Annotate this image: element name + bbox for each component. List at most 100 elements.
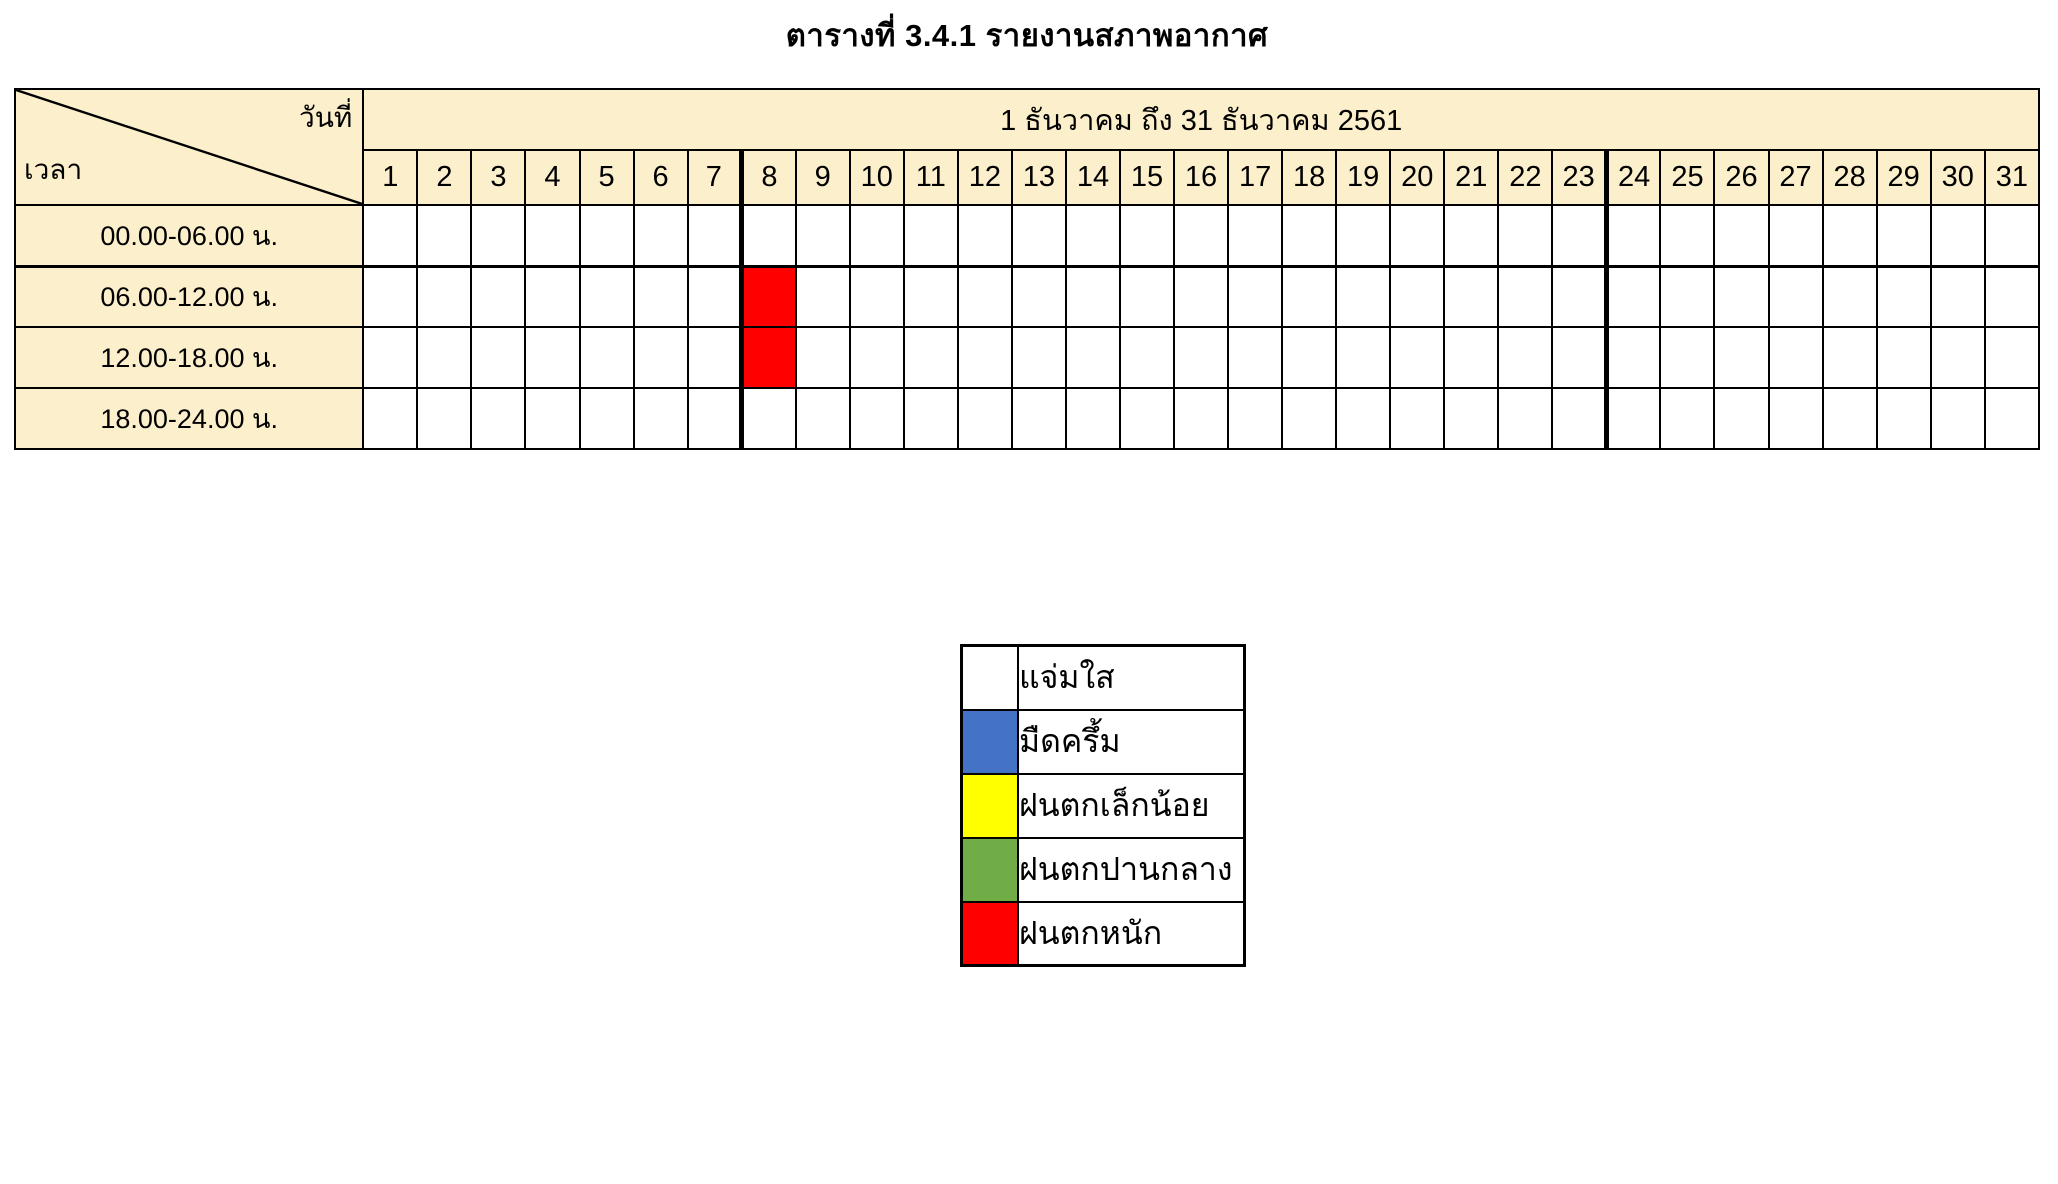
day-header: 2 [416, 149, 473, 206]
weather-cell [1767, 204, 1824, 267]
day-header: 10 [848, 149, 905, 206]
weather-cell [1281, 264, 1338, 328]
weather-cell [1983, 204, 2041, 267]
weather-cell [902, 204, 959, 267]
day-header: 25 [1659, 149, 1716, 206]
weather-cell [362, 387, 419, 450]
day-header: 11 [902, 149, 959, 206]
weather-cell [416, 326, 473, 389]
weather-cell [1767, 326, 1824, 389]
legend-label: มืดครึ้ม [1017, 708, 1246, 775]
weather-cell [1010, 326, 1067, 389]
weather-cell [1010, 264, 1067, 328]
weather-cell [686, 204, 743, 267]
weather-cell [1497, 264, 1554, 328]
day-header: 8 [739, 149, 797, 206]
weather-cell [1064, 264, 1121, 328]
weather-cell [1713, 387, 1770, 450]
day-header: 21 [1443, 149, 1500, 206]
weather-cell [578, 387, 635, 450]
day-header: 13 [1010, 149, 1067, 206]
weather-cell [1335, 204, 1392, 267]
weather-cell [686, 326, 743, 389]
weather-cell [1713, 326, 1770, 389]
weather-cell [416, 387, 473, 450]
legend-swatch [960, 900, 1019, 967]
weather-cell [632, 326, 689, 389]
legend-label: แจ่มใส [1017, 644, 1246, 711]
weather-report-table: วันที่ เวลา 1 ธันวาคม ถึง 31 ธันวาคม 256… [13, 88, 2041, 450]
weather-cell [794, 326, 851, 389]
day-header: 9 [794, 149, 851, 206]
day-header: 27 [1767, 149, 1824, 206]
time-label: 12.00-18.00 น. [13, 326, 365, 389]
weather-cell [1227, 204, 1284, 267]
weather-cell [470, 326, 527, 389]
weather-legend: แจ่มใส มืดครึ้ม ฝนตกเล็กน้อย ฝนตกปานกลาง ฝนต… [960, 644, 1246, 967]
legend-swatch [960, 772, 1019, 839]
weather-cell [1875, 326, 1932, 389]
weather-cell [1118, 264, 1176, 328]
weather-cell [1443, 387, 1500, 450]
day-header: 7 [686, 149, 743, 206]
weather-cell [1173, 387, 1230, 450]
weather-cell [1118, 326, 1176, 389]
weather-cell [1551, 326, 1608, 389]
weather-cell [902, 264, 959, 328]
legend-label: ฝนตกปานกลาง [1017, 836, 1246, 903]
weather-cell [470, 387, 527, 450]
weather-cell [1875, 387, 1932, 450]
weather-cell [1659, 387, 1716, 450]
weather-cell [956, 326, 1013, 389]
weather-cell [1173, 264, 1230, 328]
weather-cell [1443, 264, 1500, 328]
day-header: 17 [1227, 149, 1284, 206]
weather-cell [1173, 326, 1230, 389]
weather-cell [1010, 387, 1067, 450]
day-header: 30 [1929, 149, 1986, 206]
weather-cell [794, 387, 851, 450]
weather-cell [632, 264, 689, 328]
weather-cell [1603, 204, 1662, 267]
weather-cell [956, 387, 1013, 450]
day-header: 22 [1497, 149, 1554, 206]
weather-cell [1443, 204, 1500, 267]
weather-cell [1497, 387, 1554, 450]
weather-cell [794, 264, 851, 328]
legend-row: ฝนตกหนัก [960, 900, 1246, 967]
weather-cell [1335, 387, 1392, 450]
weather-cell [1227, 264, 1284, 328]
time-label: 00.00-06.00 น. [13, 204, 365, 267]
weather-cell [578, 326, 635, 389]
weather-cell [1118, 204, 1176, 267]
weather-cell [794, 204, 851, 267]
weather-cell [686, 264, 743, 328]
weather-cell [416, 204, 473, 267]
weather-cell [1227, 326, 1284, 389]
weather-cell [686, 387, 743, 450]
weather-cell [362, 264, 419, 328]
weather-cell [848, 387, 905, 450]
weather-cell [848, 264, 905, 328]
legend-label: ฝนตกเล็กน้อย [1017, 772, 1246, 839]
weather-cell [902, 326, 959, 389]
day-header: 31 [1983, 149, 2041, 206]
weather-cell [1173, 204, 1230, 267]
weather-cell [1821, 264, 1878, 328]
weather-cell [1929, 264, 1986, 328]
weather-cell [1659, 326, 1716, 389]
weather-cell [578, 204, 635, 267]
weather-cell [1389, 264, 1446, 328]
weather-cell [416, 264, 473, 328]
weather-cell [1335, 264, 1392, 328]
weather-cell [1064, 326, 1121, 389]
weather-cell [524, 264, 581, 328]
weather-cell [1551, 387, 1608, 450]
day-header: 26 [1713, 149, 1770, 206]
weather-cell [632, 204, 689, 267]
weather-cell [739, 387, 797, 450]
day-header: 28 [1821, 149, 1878, 206]
weather-cell [1064, 387, 1121, 450]
weather-cell [848, 204, 905, 267]
